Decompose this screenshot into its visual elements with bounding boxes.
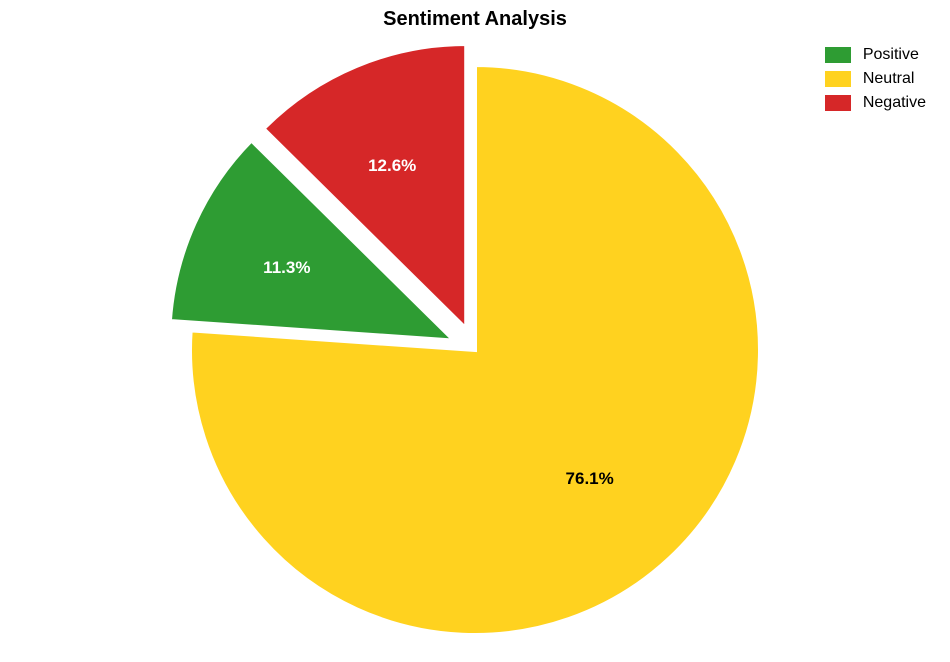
pct-label-negative: 12.6% bbox=[368, 156, 416, 176]
pct-label-positive: 11.3% bbox=[263, 258, 310, 278]
pie-chart bbox=[0, 0, 950, 662]
pct-label-neutral: 76.1% bbox=[566, 469, 614, 489]
chart-container: Sentiment Analysis Positive Neutral Nega… bbox=[0, 0, 950, 662]
pie-slice-neutral bbox=[190, 65, 760, 635]
